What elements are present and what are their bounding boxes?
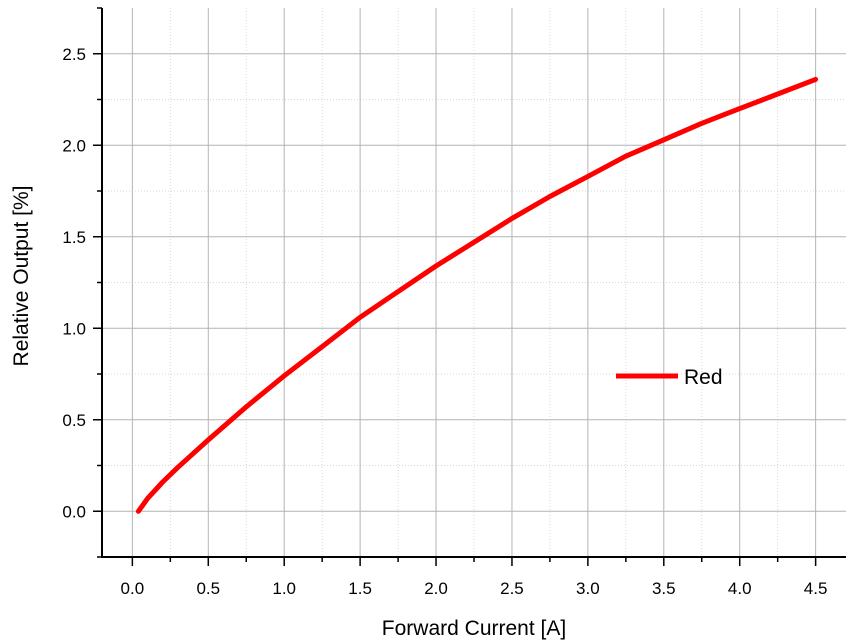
x-tick-label: 4.5 bbox=[804, 579, 828, 598]
x-tick-label: 1.0 bbox=[272, 579, 296, 598]
x-tick-label: 3.0 bbox=[576, 579, 600, 598]
y-tick-label: 2.5 bbox=[62, 45, 86, 64]
x-tick-label: 0.0 bbox=[121, 579, 145, 598]
x-tick-label: 2.5 bbox=[500, 579, 524, 598]
x-axis-title: Forward Current [A] bbox=[382, 617, 566, 640]
y-tick-label: 0.0 bbox=[62, 502, 86, 521]
y-tick-label: 1.0 bbox=[62, 319, 86, 338]
series-line-red bbox=[135, 76, 819, 514]
x-axis-ticks: 0.0 0.5 1.0 1.5 2.0 2.5 3.0 3.5 4.0 4.5 bbox=[121, 557, 828, 598]
x-tick-label: 4.0 bbox=[728, 579, 752, 598]
x-tick-label: 1.5 bbox=[348, 579, 372, 598]
legend-label-red: Red bbox=[684, 366, 723, 389]
axes bbox=[101, 8, 846, 558]
y-tick-label: 0.5 bbox=[62, 411, 86, 430]
series-layer bbox=[135, 76, 819, 514]
y-tick-label: 2.0 bbox=[62, 136, 86, 155]
y-tick-label: 1.5 bbox=[62, 228, 86, 247]
legend: Red bbox=[616, 366, 723, 389]
x-tick-label: 3.5 bbox=[652, 579, 676, 598]
y-axis-ticks: 0.0 0.5 1.0 1.5 2.0 2.5 bbox=[62, 7, 102, 558]
grid bbox=[102, 8, 846, 557]
x-tick-label: 2.0 bbox=[424, 579, 448, 598]
x-tick-label: 0.5 bbox=[196, 579, 220, 598]
y-axis-title: Relative Output [%] bbox=[10, 186, 33, 367]
